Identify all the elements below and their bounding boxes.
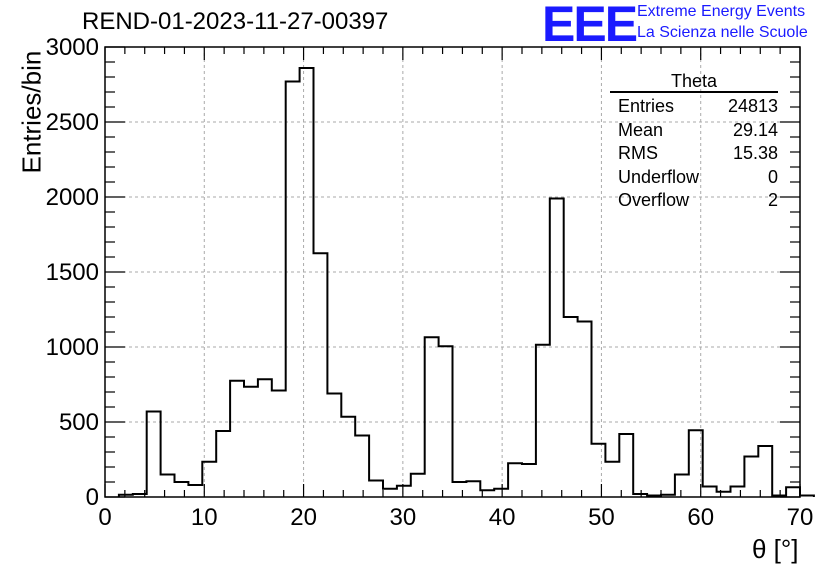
x-tick-label: 50 xyxy=(588,504,615,531)
stats-row: RMS 15.38 xyxy=(610,142,778,166)
stats-box: Theta Entries 24813 Mean 29.14 RMS 15.38 Under… xyxy=(610,72,778,213)
stats-value: 24813 xyxy=(727,96,778,116)
stats-label: RMS xyxy=(618,143,658,163)
stats-label: Underflow xyxy=(618,166,700,187)
x-axis-label: θ [°] xyxy=(752,534,799,564)
stats-value: 15.38 xyxy=(732,143,778,163)
chart-title: REND-01-2023-11-27-00397 xyxy=(82,8,389,35)
logo-line-2: La Scienza nelle Scuole xyxy=(637,24,808,41)
y-axis-label: Entries/bin xyxy=(16,50,47,174)
x-tick-label: 30 xyxy=(390,504,417,531)
y-tick-label: 2000 xyxy=(46,184,99,211)
histogram-line xyxy=(117,67,815,497)
stats-value: 2 xyxy=(767,190,778,210)
stats-row: Underflow 0 xyxy=(610,166,778,190)
axis-ticks xyxy=(104,46,801,498)
x-tick-label: 40 xyxy=(489,504,516,531)
x-tick-label: 0 xyxy=(98,504,111,531)
y-tick-label: 500 xyxy=(59,409,99,436)
stats-label: Overflow xyxy=(618,190,690,210)
stats-row: Entries 24813 xyxy=(610,95,778,119)
stats-row: Mean 29.14 xyxy=(610,119,778,143)
stats-value: 29.14 xyxy=(732,119,778,140)
x-tick-label: 20 xyxy=(290,504,317,531)
stats-label: Entries xyxy=(618,96,675,116)
eee-logo: EEE xyxy=(542,0,638,52)
stats-row: Overflow 2 xyxy=(610,189,778,213)
x-tick-label: 10 xyxy=(191,504,218,531)
grid-lines xyxy=(105,47,800,497)
logo-line-1: Extreme Energy Events xyxy=(637,3,806,20)
y-tick-label: 2500 xyxy=(46,109,99,136)
x-tick-label: 60 xyxy=(687,504,714,531)
y-tick-label: 3000 xyxy=(46,34,99,61)
stats-value: 0 xyxy=(767,166,778,187)
stats-label: Mean xyxy=(618,119,664,140)
y-tick-label: 1000 xyxy=(46,334,99,361)
stats-rows: Entries 24813 Mean 29.14 RMS 15.38 Underflow 0 O… xyxy=(610,95,778,213)
x-tick-label: 70 xyxy=(787,504,814,531)
y-tick-label: 0 xyxy=(86,484,99,511)
stats-title: Theta xyxy=(610,72,778,93)
y-tick-label: 1500 xyxy=(46,259,99,286)
